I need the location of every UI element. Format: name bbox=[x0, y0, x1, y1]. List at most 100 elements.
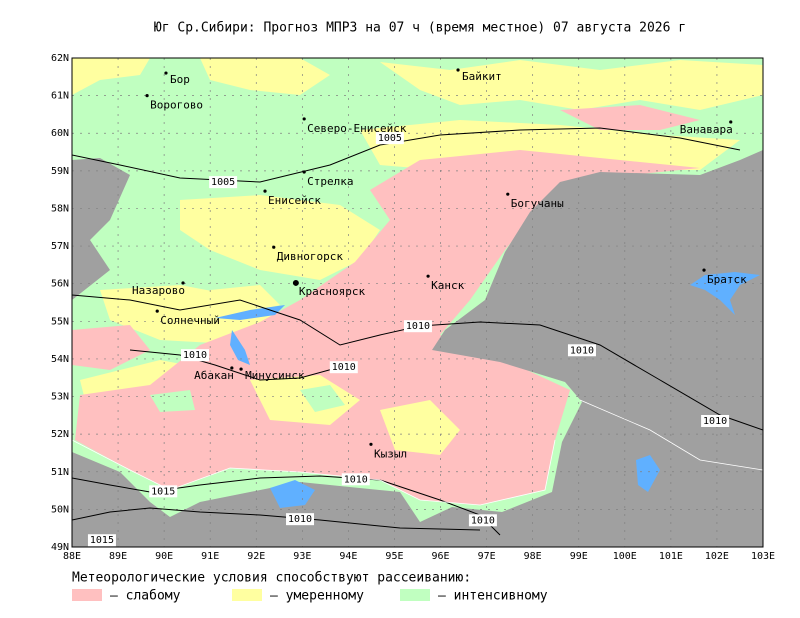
isobar-label: 1010 bbox=[471, 515, 495, 526]
isobar-label: 1010 bbox=[406, 321, 430, 332]
city-dot bbox=[729, 120, 733, 124]
city-label: Байкит bbox=[462, 70, 502, 83]
lat-tick-label: 59N bbox=[51, 166, 69, 177]
city-label: Солнечный bbox=[160, 314, 220, 327]
lon-tick-label: 102E bbox=[705, 551, 729, 562]
isobar-lines bbox=[72, 127, 763, 536]
cities: Бор Ворогово Байкит Северо-Енисейск Ванавара… bbox=[132, 68, 747, 460]
lon-tick-label: 97E bbox=[478, 551, 496, 562]
axes: 49N 50N 51N 52N 53N 54N 55N 56N 57N 58N 59N 60N 61N 6… bbox=[51, 53, 775, 562]
lon-tick-label: 91E bbox=[201, 551, 219, 562]
legend-label: – слабому bbox=[110, 589, 181, 604]
legend-label: – интенсивному bbox=[438, 589, 548, 604]
lon-tick-label: 88E bbox=[63, 551, 81, 562]
city-dot bbox=[506, 192, 510, 196]
city-label: Ворогово bbox=[150, 99, 203, 112]
lon-tick-label: 100E bbox=[613, 551, 637, 562]
legend-swatch bbox=[400, 589, 430, 601]
borders bbox=[72, 399, 763, 506]
lon-tick-label: 90E bbox=[155, 551, 173, 562]
lakes bbox=[215, 272, 760, 508]
lon-tick-label: 101E bbox=[659, 551, 683, 562]
lat-tick-label: 61N bbox=[51, 91, 69, 102]
frame bbox=[71, 57, 764, 548]
city-label: Братск bbox=[707, 273, 747, 286]
city-dot bbox=[426, 274, 430, 278]
lat-tick-label: 58N bbox=[51, 203, 69, 214]
outside-region bbox=[72, 150, 763, 547]
legend-caption: Метеорологические условия способствуют р… bbox=[72, 571, 471, 586]
lon-tick-label: 89E bbox=[109, 551, 127, 562]
isobar-label: 1015 bbox=[151, 486, 175, 497]
city-dot bbox=[702, 268, 706, 272]
isobar-label-bg bbox=[567, 344, 596, 357]
city-dot bbox=[292, 279, 299, 286]
isobar-label: 1010 bbox=[332, 362, 356, 373]
isobar-label-bg bbox=[468, 514, 497, 527]
legend-label: – умеренному bbox=[270, 589, 364, 604]
isobar-label-bg bbox=[180, 349, 209, 362]
map-field: 1005 1005 1010 1010 1010 1010 1010 1010 1015 1010… bbox=[72, 58, 763, 547]
lon-tick-label: 94E bbox=[339, 551, 357, 562]
zone-intensive-inner bbox=[150, 385, 345, 412]
city-dot bbox=[155, 309, 159, 313]
lat-tick-label: 55N bbox=[51, 316, 69, 327]
city-dot bbox=[164, 71, 168, 75]
isobar-label-bg bbox=[701, 414, 730, 427]
city-dot bbox=[456, 68, 460, 72]
lat-tick-label: 62N bbox=[51, 53, 69, 64]
isobar-label-bg bbox=[329, 361, 358, 374]
city-label: Кызыл bbox=[374, 447, 407, 460]
city-label: Минусинск bbox=[245, 369, 305, 382]
lon-tick-label: 96E bbox=[432, 551, 450, 562]
city-label: Ванавара bbox=[680, 123, 733, 136]
lat-tick-label: 60N bbox=[51, 128, 69, 139]
lon-tick-label: 95E bbox=[385, 551, 403, 562]
city-label: Абакан bbox=[194, 369, 234, 382]
city-label: Назарово bbox=[132, 284, 185, 297]
city-label: Северо-Енисейск bbox=[307, 122, 407, 135]
lat-tick-label: 56N bbox=[51, 279, 69, 290]
lat-tick-label: 57N bbox=[51, 241, 69, 252]
city-dot bbox=[230, 366, 234, 370]
isobar-label: 1015 bbox=[90, 535, 114, 546]
isobar-label: 1010 bbox=[570, 345, 594, 356]
city-label: Стрелка bbox=[307, 175, 353, 188]
lat-tick-label: 49N bbox=[51, 542, 69, 553]
city-label: Бор bbox=[170, 73, 190, 86]
isobar-label-bg bbox=[209, 176, 238, 189]
city-dot bbox=[239, 367, 243, 371]
legend: Метеорологические условия способствуют р… bbox=[72, 571, 548, 604]
lat-tick-label: 53N bbox=[51, 392, 69, 403]
lat-tick-label: 50N bbox=[51, 504, 69, 515]
city-label: Красноярск bbox=[299, 285, 366, 298]
isobar-label: 1010 bbox=[183, 350, 207, 361]
isobar-label: 1010 bbox=[703, 416, 727, 427]
lon-tick-label: 93E bbox=[293, 551, 311, 562]
lon-tick-label: 99E bbox=[570, 551, 588, 562]
isobar-label-bg bbox=[149, 485, 178, 498]
isobar-label: 1010 bbox=[288, 514, 312, 525]
legend-swatch bbox=[232, 589, 262, 601]
isobar-label: 1005 bbox=[378, 133, 402, 144]
city-label: Богучаны bbox=[511, 197, 564, 210]
city-dot bbox=[145, 94, 149, 98]
city-dot bbox=[369, 442, 373, 446]
city-dot bbox=[302, 170, 306, 174]
city-dot bbox=[263, 189, 267, 193]
lat-tick-label: 52N bbox=[51, 429, 69, 440]
legend-swatch bbox=[72, 589, 102, 601]
isobar-label: 1005 bbox=[211, 177, 235, 188]
isobar-label: 1010 bbox=[344, 474, 368, 485]
city-label: Канск bbox=[431, 279, 464, 292]
isobar-label-bg bbox=[375, 132, 404, 145]
lat-tick-label: 51N bbox=[51, 467, 69, 478]
title: Юг Ср.Сибири: Прогноз МПРЗ на 07 ч (врем… bbox=[154, 21, 686, 36]
isobar-label-bg bbox=[286, 513, 315, 526]
isobar-label-bg bbox=[87, 534, 116, 547]
isobar-label-bg bbox=[403, 320, 432, 333]
zone-weak bbox=[72, 105, 700, 505]
city-label: Дивногорск bbox=[277, 250, 344, 263]
lon-tick-label: 98E bbox=[524, 551, 542, 562]
